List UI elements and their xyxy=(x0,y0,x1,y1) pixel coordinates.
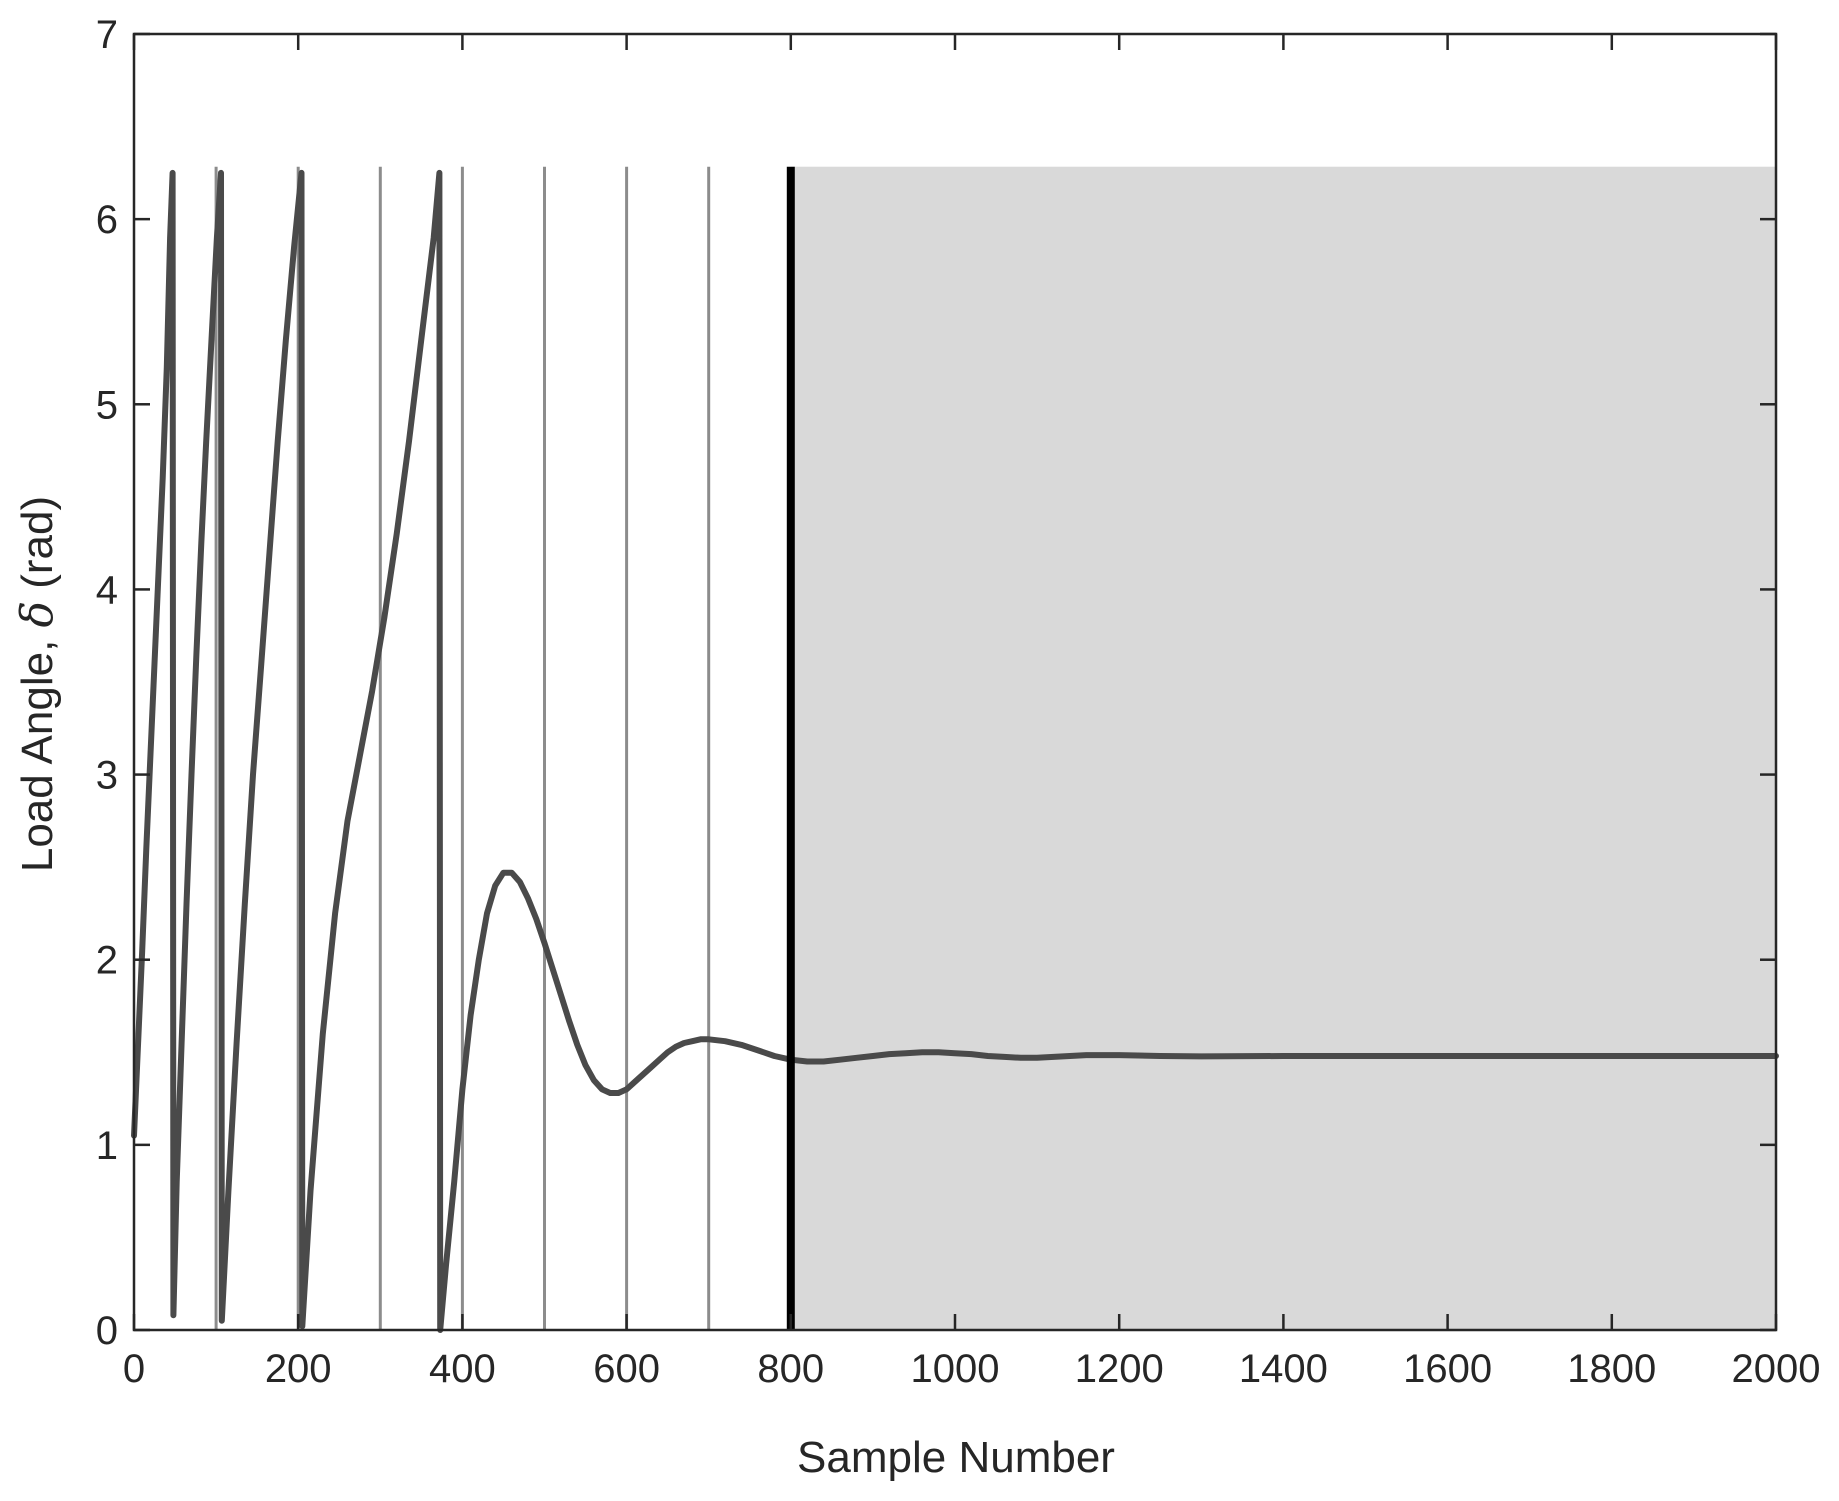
axes-layer xyxy=(132,32,1778,1332)
y-tick-label-3: 3 xyxy=(96,754,118,798)
y-tick-label-7: 7 xyxy=(96,13,118,57)
y-tick-label-6: 6 xyxy=(96,198,118,242)
x-axis-label: Sample Number xyxy=(797,1433,1115,1482)
y-tick-label-1: 1 xyxy=(96,1124,118,1168)
y-tick-label-0: 0 xyxy=(96,1309,118,1353)
series-line-0 xyxy=(131,169,1779,1333)
marker-lines-layer xyxy=(214,166,711,1330)
x-tick-label-1800: 1800 xyxy=(1567,1347,1656,1391)
y-tick-label-5: 5 xyxy=(96,383,118,427)
y-axis-label: Load Angle, δ (rad) xyxy=(12,496,63,872)
y-tick-label-4: 4 xyxy=(96,568,118,612)
y-tick-label-2: 2 xyxy=(96,939,118,983)
x-tick-label-1600: 1600 xyxy=(1403,1347,1492,1391)
x-tick-label-1000: 1000 xyxy=(911,1347,1000,1391)
y-axis-label-prefix: Load Angle, xyxy=(13,627,62,872)
x-tick-label-1400: 1400 xyxy=(1239,1347,1328,1391)
shaded-region xyxy=(790,166,1776,1330)
x-tick-label-200: 200 xyxy=(265,1347,332,1391)
series-layer xyxy=(131,169,1779,1333)
x-tick-label-0: 0 xyxy=(123,1347,145,1391)
y-axis-label-suffix: (rad) xyxy=(13,496,62,601)
x-tick-label-2000: 2000 xyxy=(1732,1347,1821,1391)
y-axis-label-symbol: δ xyxy=(12,601,63,628)
x-tick-label-1200: 1200 xyxy=(1075,1347,1164,1391)
tick-labels-layer: 0 200 400 600 800 1000 1200 1400 1600 1800 2000 0 1 2… xyxy=(96,13,1821,1391)
x-tick-label-400: 400 xyxy=(429,1347,496,1391)
shaded-region-layer xyxy=(790,166,1776,1330)
x-tick-label-800: 800 xyxy=(757,1347,824,1391)
x-tick-label-600: 600 xyxy=(593,1347,660,1391)
